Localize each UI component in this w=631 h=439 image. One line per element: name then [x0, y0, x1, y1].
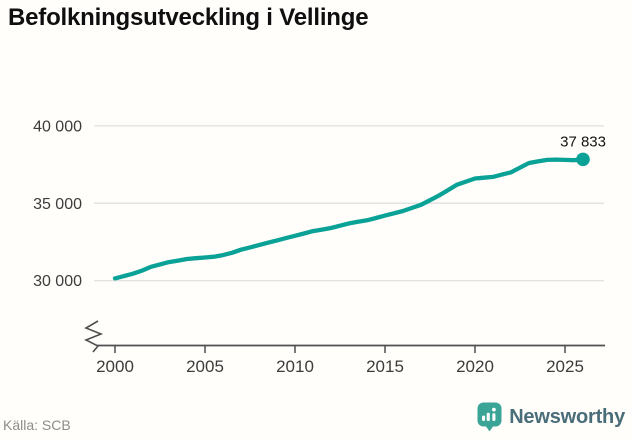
population-line	[112, 157, 586, 281]
y-axis-label: 30 000	[33, 273, 82, 290]
newsworthy-logo[interactable]: Newsworthy	[477, 402, 625, 432]
x-axis-label: 2020	[456, 357, 494, 376]
series-end-dot	[576, 152, 590, 167]
x-axis-label: 2010	[276, 357, 314, 376]
axis-break-icon	[84, 320, 104, 353]
x-axis-label: 2025	[546, 357, 584, 376]
brand-name: Newsworthy	[509, 405, 625, 428]
y-axis-label: 35 000	[33, 196, 82, 213]
x-axis-label: 2000	[96, 357, 134, 376]
x-axis-label: 2015	[366, 357, 404, 376]
page-title: Befolkningsutveckling i Vellinge	[8, 4, 369, 31]
source-note: Källa: SCB	[3, 417, 71, 433]
newsworthy-badge-icon	[477, 402, 502, 432]
end-value-label: 37 833	[560, 133, 606, 150]
y-axis-label: 40 000	[33, 118, 82, 135]
x-axis-label: 2005	[186, 357, 224, 376]
